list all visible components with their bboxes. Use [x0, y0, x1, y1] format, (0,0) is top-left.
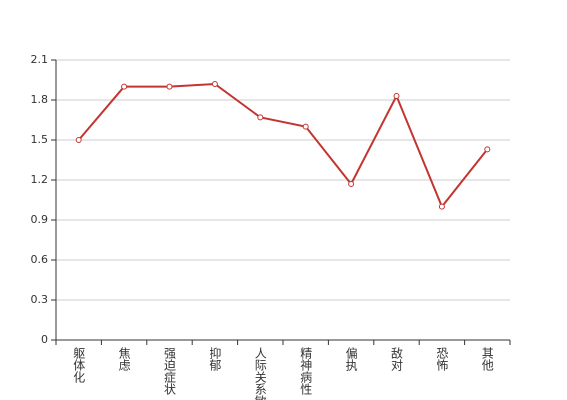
y-tick-label: 1.2 — [31, 173, 49, 186]
x-tick-label: 焦虑 — [117, 347, 131, 371]
y-tick-label: 2.1 — [31, 53, 49, 66]
x-tick-label: 躯体化 — [72, 346, 86, 384]
point — [302, 123, 309, 130]
point — [211, 81, 218, 87]
x-tick-label: 抑郁 — [208, 346, 222, 372]
point — [348, 181, 355, 187]
y-tick-label: 1.8 — [31, 93, 49, 106]
x-tick-label: 精神病性 — [299, 347, 313, 396]
x-tick-label: 人际关系敏感 — [253, 347, 267, 400]
point — [121, 83, 128, 90]
y-tick-label: 0 — [41, 333, 48, 346]
line — [77, 82, 489, 209]
y-tick-label: 0.3 — [31, 293, 49, 306]
x-tick-label: 强迫症状 — [163, 347, 177, 395]
x-tick-label: 敌对 — [390, 346, 404, 371]
point — [393, 93, 400, 99]
point — [75, 137, 82, 143]
y-tick-label: 0.9 — [31, 213, 49, 226]
y-tick-label: 1.5 — [31, 133, 49, 146]
x-tick-label: 偏执 — [344, 346, 358, 372]
point — [166, 83, 173, 90]
point — [257, 114, 264, 121]
point — [438, 203, 445, 210]
y-tick-label: 0.6 — [31, 253, 49, 266]
x-tick-label: 其他 — [480, 347, 494, 371]
x-tick-label: 恐怖 — [435, 347, 449, 371]
point — [484, 146, 491, 153]
